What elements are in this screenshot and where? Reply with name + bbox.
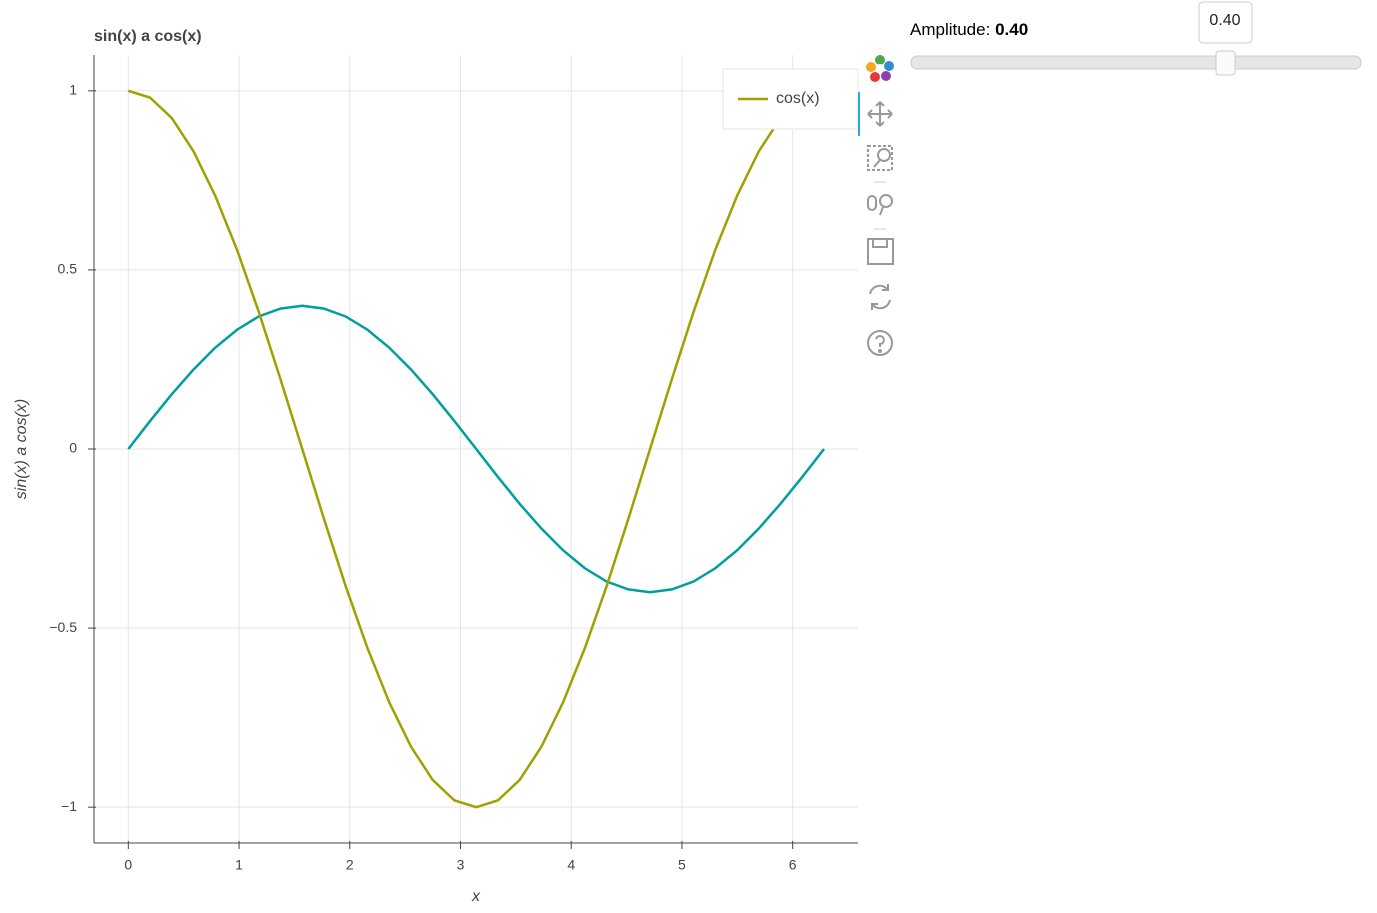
wheel-zoom-tool[interactable] [867,194,893,216]
y-tick-label: −0.5 [49,619,77,635]
slider-handle[interactable] [1215,50,1236,76]
y-tick-label: 1 [69,82,77,98]
toolbar [858,55,894,356]
bokeh-logo [866,55,894,82]
box-zoom-tool[interactable] [867,145,893,171]
slider-value: 0.40 [995,20,1028,39]
y-tick-label: 0 [69,440,77,456]
slider-track[interactable] [910,55,1362,70]
x-tick-label: 2 [346,857,354,873]
chart-title: sin(x) a cos(x) [94,28,202,45]
x-tick-label: 3 [457,857,465,873]
slider-tooltip-text: 0.40 [1209,12,1240,29]
series-line [127,89,825,809]
y-tick-label: 0.5 [58,261,78,277]
x-axis-label: x [471,888,481,905]
slider-label: Amplitude: 0.40 [910,20,1028,39]
y-tick-label: −1 [61,798,77,814]
x-tick-label: 1 [235,857,243,873]
reset-tool[interactable] [869,284,891,310]
x-tick-label: 5 [678,857,686,873]
slider-title: Amplitude: [910,20,990,39]
x-tick-label: 0 [124,857,132,873]
y-axis-label: sin(x) a cos(x) [13,399,30,499]
slider-tooltip [1198,1,1253,44]
x-tick-label: 4 [567,857,575,873]
save-tool[interactable] [867,238,894,265]
legend-label: cos(x) [776,90,820,107]
series-line [127,304,825,594]
x-tick-label: 6 [789,857,797,873]
plot-area: 0 1 2 3 4 5 6 −1 −0.5 0 0.5 1 cos(x) [49,55,859,873]
help-tool[interactable] [867,330,893,356]
pan-tool[interactable] [867,101,893,127]
